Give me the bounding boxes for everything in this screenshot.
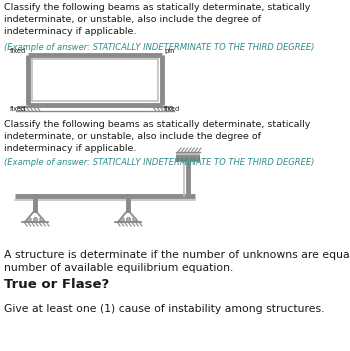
Text: pin: pin [164, 48, 174, 54]
Text: A structure is determinate if the number of unknowns are equal to the
number of : A structure is determinate if the number… [4, 250, 350, 273]
Text: Classify the following beams as statically determinate, statically
indeterminate: Classify the following beams as statical… [4, 120, 310, 153]
Text: (Example of answer: STATICALLY INDETERMINATE TO THE THIRD DEGREE): (Example of answer: STATICALLY INDETERMI… [4, 158, 314, 167]
Text: fixed: fixed [10, 48, 26, 54]
Text: Classify the following beams as statically determinate, statically
indeterminate: Classify the following beams as statical… [4, 3, 310, 35]
Text: fixed: fixed [164, 106, 180, 112]
Text: Give at least one (1) cause of instability among structures.: Give at least one (1) cause of instabili… [4, 304, 324, 314]
Text: (Example of answer: STATICALLY INDETERMINATE TO THE THIRD DEGREE): (Example of answer: STATICALLY INDETERMI… [4, 43, 314, 52]
Text: fixed: fixed [10, 106, 26, 112]
Text: True or Flase?: True or Flase? [4, 278, 109, 291]
